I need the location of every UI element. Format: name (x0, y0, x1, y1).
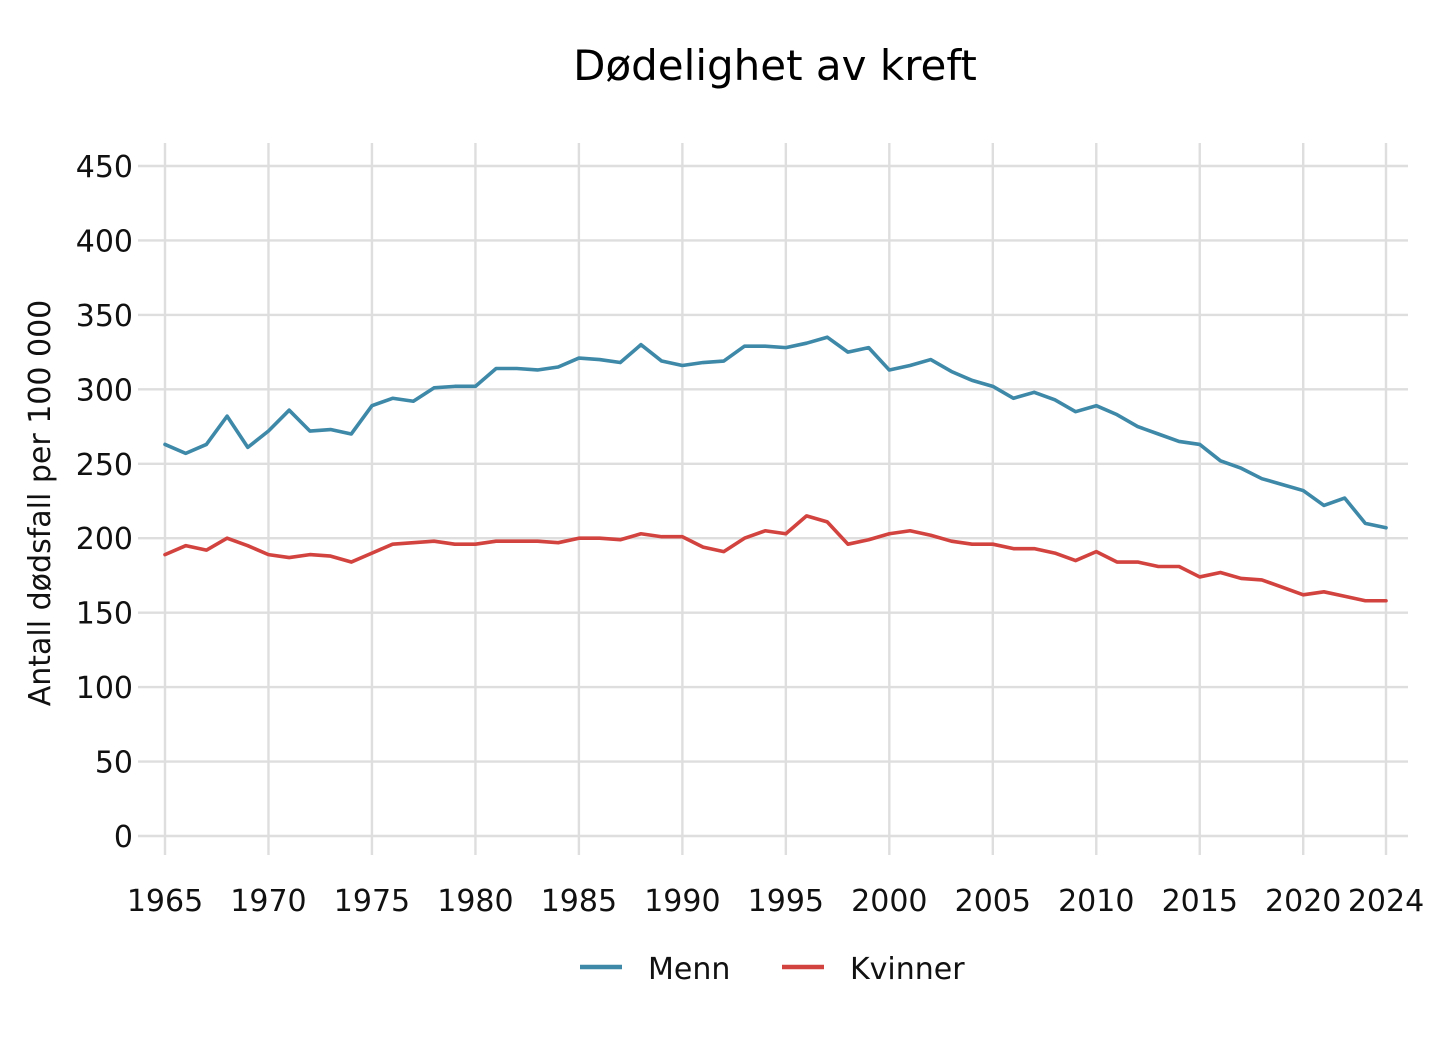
y-tick-label: 200 (76, 522, 133, 557)
x-tick-label: 1990 (644, 884, 720, 919)
y-tick-label: 150 (76, 597, 133, 632)
chart-title: Dødelighet av kreft (573, 41, 977, 90)
y-tick-label: 300 (76, 373, 133, 408)
y-tick-label: 250 (76, 448, 133, 483)
series-lines (163, 335, 1388, 603)
x-tick-label: 2010 (1058, 884, 1134, 919)
x-tick-label: 1965 (127, 884, 203, 919)
y-tick-label: 100 (76, 671, 133, 706)
series-line-kvinner (163, 514, 1388, 603)
y-tick-label: 0 (114, 820, 133, 855)
x-tick-label: 2000 (851, 884, 927, 919)
x-tick-label: 1995 (748, 884, 824, 919)
x-tick-label: 2020 (1265, 884, 1341, 919)
x-tick-label: 2015 (1162, 884, 1238, 919)
gridlines (138, 143, 1408, 855)
x-tick-label: 1980 (437, 884, 513, 919)
x-tick-label: 1975 (334, 884, 410, 919)
x-tick-label: 1970 (230, 884, 306, 919)
legend-label-kvinner: Kvinner (850, 952, 965, 987)
series-line-menn (163, 335, 1388, 530)
y-tick-label: 50 (95, 746, 133, 781)
y-axis-label: Antall dødsfall per 100 000 (23, 300, 58, 707)
y-tick-label: 400 (76, 224, 133, 259)
y-axis-ticks: 0 50 100 150 200 250 300 350 400 450 (76, 150, 133, 855)
x-axis-ticks: 1965 1970 1975 1980 1985 1990 1995 2000 2005 2010… (127, 884, 1424, 919)
x-tick-label: 2005 (955, 884, 1031, 919)
legend-label-menn: Menn (648, 952, 730, 987)
legend: Menn Kvinner (580, 952, 965, 987)
x-tick-label: 2024 (1348, 884, 1424, 919)
y-tick-label: 450 (76, 150, 133, 185)
y-tick-label: 350 (76, 299, 133, 334)
x-tick-label: 1985 (541, 884, 617, 919)
